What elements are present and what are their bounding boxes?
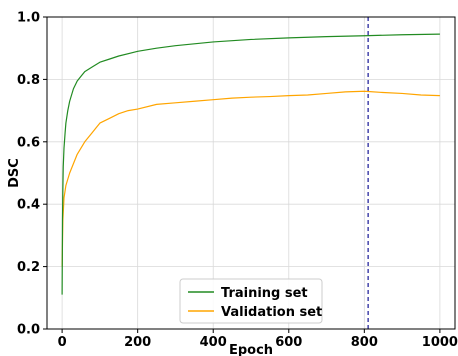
legend-label-validation: Validation set: [221, 305, 322, 320]
x-tick-label: 0: [58, 335, 67, 350]
y-tick-label: 0.0: [17, 323, 40, 338]
y-tick-label: 0.2: [17, 260, 40, 275]
y-tick-label: 0.6: [17, 135, 40, 150]
legend-label-training: Training set: [221, 286, 308, 301]
y-tick-label: 0.8: [17, 73, 40, 88]
x-tick-label: 200: [124, 335, 151, 350]
y-tick-label: 1.0: [17, 11, 40, 26]
y-ticks: 0.0 0.2 0.4 0.6 0.8 1.0: [17, 11, 47, 338]
x-tick-label: 400: [200, 335, 227, 350]
series-line-validation: [61, 90, 440, 267]
series-layer: [61, 33, 440, 295]
x-axis-label: Epoch: [229, 343, 273, 356]
legend-box: [179, 278, 323, 324]
plot-frame: [46, 16, 456, 330]
y-tick-label: 0.4: [17, 198, 40, 213]
x-tick-label: 1000: [422, 335, 458, 350]
series-line-training: [61, 33, 440, 295]
x-tick-label: 800: [351, 335, 378, 350]
legend: Training set Validation set: [179, 278, 323, 324]
x-tick-label: 600: [275, 335, 302, 350]
x-ticks: 0 200 400 600 800 1000: [58, 329, 458, 350]
y-axis-label: DSC: [7, 158, 22, 188]
